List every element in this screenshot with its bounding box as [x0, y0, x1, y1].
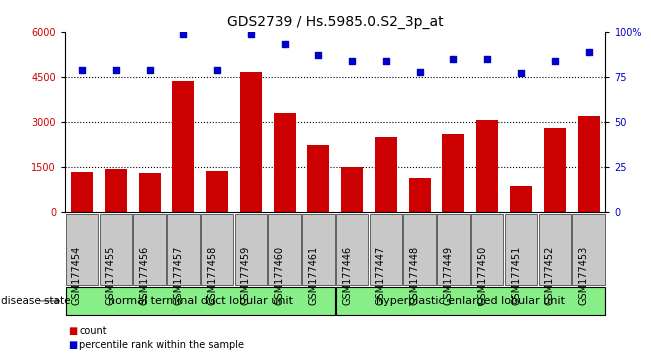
Text: percentile rank within the sample: percentile rank within the sample	[79, 340, 244, 350]
Text: normal terminal duct lobular unit: normal terminal duct lobular unit	[107, 296, 293, 306]
Text: GSM177453: GSM177453	[579, 246, 589, 305]
Text: GSM177451: GSM177451	[511, 246, 521, 305]
Point	[313, 52, 324, 58]
Bar	[139, 173, 161, 212]
Point	[145, 67, 155, 73]
Text: GSM177446: GSM177446	[342, 246, 352, 305]
Point	[212, 67, 222, 73]
Point	[245, 31, 256, 36]
Text: ■: ■	[68, 340, 77, 350]
Point	[549, 58, 560, 64]
Bar	[577, 115, 600, 212]
Text: GSM177457: GSM177457	[173, 246, 184, 306]
Point	[516, 70, 526, 76]
Point	[279, 42, 290, 47]
Bar	[173, 81, 194, 212]
Point	[482, 56, 492, 62]
Text: GSM177461: GSM177461	[309, 246, 318, 305]
Bar	[105, 169, 127, 212]
Text: count: count	[79, 326, 107, 336]
Text: hyperplastic enlarged lobular unit: hyperplastic enlarged lobular unit	[376, 296, 565, 306]
Text: disease state: disease state	[1, 296, 71, 306]
Text: GSM177459: GSM177459	[241, 246, 251, 305]
Bar	[273, 113, 296, 212]
Text: GSM177458: GSM177458	[207, 246, 217, 305]
Bar	[240, 72, 262, 212]
Point	[178, 31, 189, 36]
Bar	[510, 186, 532, 212]
Bar	[307, 145, 329, 212]
Text: GSM177448: GSM177448	[409, 246, 420, 305]
Point	[583, 49, 594, 55]
Point	[347, 58, 357, 64]
Point	[381, 58, 391, 64]
Text: GSM177454: GSM177454	[72, 246, 82, 305]
Bar	[206, 171, 228, 212]
Text: GSM177460: GSM177460	[275, 246, 284, 305]
Bar	[477, 120, 498, 212]
Point	[77, 67, 87, 73]
Bar	[341, 167, 363, 212]
Point	[415, 69, 425, 74]
Point	[449, 56, 459, 62]
Text: GSM177455: GSM177455	[105, 246, 116, 306]
Title: GDS2739 / Hs.5985.0.S2_3p_at: GDS2739 / Hs.5985.0.S2_3p_at	[227, 16, 443, 29]
Bar	[409, 178, 431, 212]
Text: GSM177449: GSM177449	[443, 246, 454, 305]
Bar	[544, 127, 566, 212]
Text: GSM177456: GSM177456	[139, 246, 150, 305]
Bar	[375, 137, 397, 212]
Text: GSM177450: GSM177450	[477, 246, 487, 305]
Text: ■: ■	[68, 326, 77, 336]
Text: GSM177452: GSM177452	[545, 246, 555, 306]
Point	[111, 67, 121, 73]
Bar	[71, 172, 93, 212]
Bar	[443, 133, 464, 212]
Text: GSM177447: GSM177447	[376, 246, 386, 305]
